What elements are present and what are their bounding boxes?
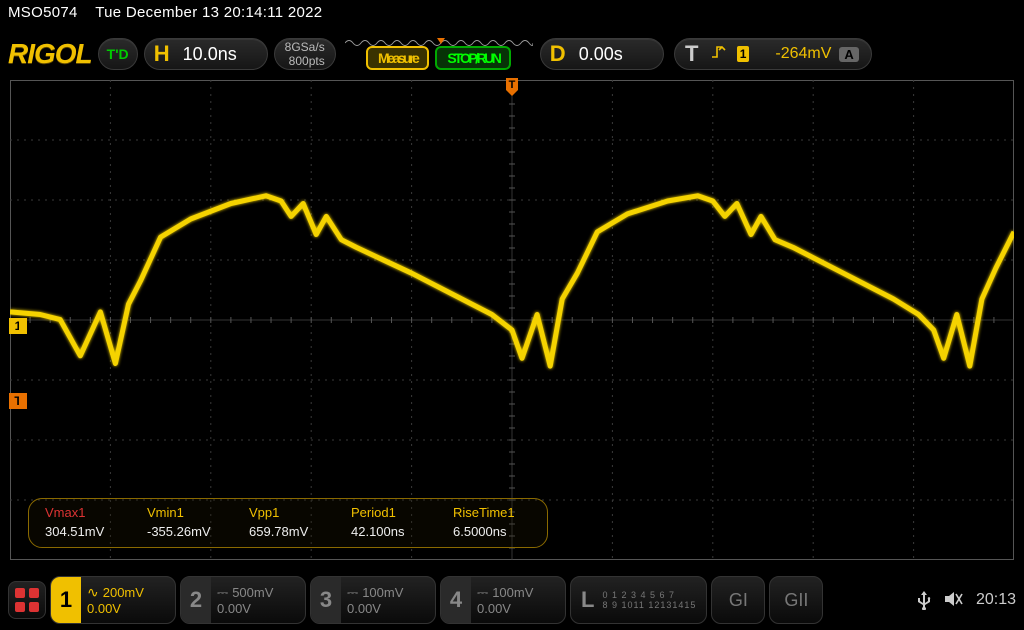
footer-clock: 20:13 — [976, 591, 1016, 609]
trigger-mode-badge: A — [839, 47, 858, 62]
status-icons: 20:13 — [916, 590, 1016, 610]
sound-icon — [944, 591, 964, 610]
header-line: MSO5074 Tue December 13 20:14:11 2022 — [8, 4, 322, 21]
measurement-header[interactable]: Vpp1 — [249, 505, 339, 520]
d-value: 0.00s — [579, 44, 649, 65]
measurement-value: 304.51mV — [45, 520, 135, 539]
channel-number: 1 — [51, 577, 81, 623]
t-label: T — [681, 41, 703, 67]
horizontal-scale-button[interactable]: H 10.0ns — [144, 38, 268, 70]
measurement-value: 42.100ns — [351, 520, 441, 539]
channel-scale: ⎓500mV — [217, 584, 273, 601]
channel-1-zero-marker[interactable]: 1 — [9, 318, 27, 334]
measurement-value: -355.26mV — [147, 520, 237, 539]
measurement-header[interactable]: Period1 — [351, 505, 441, 520]
measurement-value: 659.78mV — [249, 520, 339, 539]
channel-offset: 0.00V — [217, 601, 251, 616]
measurement-header[interactable]: Vmin1 — [147, 505, 237, 520]
channel-1-button[interactable]: 1 ∿200mV 0.00V — [50, 576, 176, 624]
h-value: 10.0ns — [183, 44, 253, 65]
trigger-status-badge: T'D — [98, 38, 138, 70]
channel-number: 4 — [441, 577, 471, 623]
grid-menu-button[interactable] — [8, 581, 46, 619]
channel-3-button[interactable]: 3 ⎓100mV 0.00V — [310, 576, 436, 624]
sample-rate-pill: 8GSa/s 800pts — [274, 38, 336, 70]
logic-label: L — [581, 587, 594, 613]
d-label: D — [547, 41, 569, 67]
gen-2-button[interactable]: GII — [769, 576, 823, 624]
measurement-value: 6.5000ns — [453, 520, 543, 539]
run-stop-button[interactable]: STOP/RUN — [435, 46, 511, 70]
logo: RIGOL — [8, 38, 92, 70]
channel-offset: 0.00V — [87, 601, 121, 616]
measure-button[interactable]: Measure — [366, 46, 429, 70]
measurement-header[interactable]: RiseTime1 — [453, 505, 543, 520]
trigger-level: -264mV — [757, 45, 831, 63]
svg-text:T: T — [509, 79, 516, 91]
measurement-header[interactable]: Vmax1 — [45, 505, 135, 520]
delay-scrollbar[interactable]: Measure STOP/RUN — [344, 38, 534, 70]
h-label: H — [151, 41, 173, 67]
trigger-position-marker[interactable]: T — [504, 78, 520, 101]
channel-number: 3 — [311, 577, 341, 623]
mem-depth: 800pts — [289, 54, 325, 68]
rising-edge-icon — [711, 44, 729, 65]
trigger-button[interactable]: T 1 -264mV A — [674, 38, 872, 70]
channel-offset: 0.00V — [347, 601, 381, 616]
channel-4-button[interactable]: 4 ⎓100mV 0.00V — [440, 576, 566, 624]
bottom-bar: 1 ∿200mV 0.00V 2 ⎓500mV 0.00V 3 ⎓100mV 0… — [0, 570, 1024, 630]
channel-number: 2 — [181, 577, 211, 623]
channel-2-button[interactable]: 2 ⎓500mV 0.00V — [180, 576, 306, 624]
logic-channels: 0 1 2 3 4 5 6 7 8 9 1011 12131415 — [602, 590, 696, 610]
waveform-graticule[interactable]: T 1 T Vmax1 Vmin1 Vpp1 Period1 RiseTime1 304… — [10, 80, 1014, 560]
channel-scale: ∿200mV — [87, 584, 144, 601]
trigger-level-marker[interactable]: T — [9, 393, 27, 409]
sample-rate: 8GSa/s — [285, 40, 325, 54]
gen-1-button[interactable]: GI — [711, 576, 765, 624]
horizontal-delay-button[interactable]: D 0.00s — [540, 38, 664, 70]
usb-icon — [916, 590, 932, 610]
logic-analyzer-button[interactable]: L 0 1 2 3 4 5 6 7 8 9 1011 12131415 — [570, 576, 707, 624]
channel-offset: 0.00V — [477, 601, 511, 616]
center-controls: Measure STOP/RUN — [344, 38, 534, 70]
top-toolbar: RIGOL T'D H 10.0ns 8GSa/s 800pts Measure… — [0, 34, 1024, 74]
channel-scale: ⎓100mV — [477, 584, 533, 601]
trigger-channel-badge: 1 — [737, 46, 750, 62]
header-timestamp: Tue December 13 20:14:11 2022 — [95, 4, 322, 21]
measurement-panel[interactable]: Vmax1 Vmin1 Vpp1 Period1 RiseTime1 304.51mV-… — [28, 498, 548, 548]
channel-scale: ⎓100mV — [347, 584, 403, 601]
device-model: MSO5074 — [8, 4, 78, 21]
